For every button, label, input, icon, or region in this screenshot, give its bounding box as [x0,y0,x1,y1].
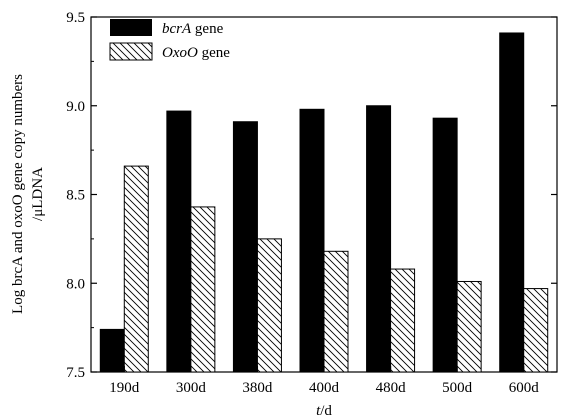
y-tick-label: 8.5 [66,188,85,204]
x-tick-label: 600d [509,380,540,396]
y-tick-label: 9.0 [66,99,85,115]
x-tick-label: 190d [109,380,140,396]
y-axis-label-line1: Log brcA and oxoO gene copy numbers [10,74,26,314]
x-tick-label: 380d [242,380,273,396]
x-axis: 190d 300d 380d 400d 480d 500d 600d [109,366,539,396]
x-tick-label: 300d [176,380,207,396]
y-tick-label: 9.5 [66,10,85,26]
y-axis-label-line2: /μLDNA [30,167,46,221]
bar-oxoo-500d [456,280,482,373]
bar-oxoo-480d [390,268,416,373]
x-axis-label-italic: t [316,403,321,419]
bar-bcra-600d [499,32,525,373]
x-axis-label: t/d [316,403,332,419]
legend-swatch-oxoo [109,42,153,61]
y-axis: 7.5 8.0 8.5 9.0 9.5 [66,10,557,381]
x-tick-label: 480d [376,380,407,396]
bar-bcra-400d [299,108,325,373]
bar-bcra-190d [99,328,125,373]
bar-oxoo-300d [190,206,216,373]
legend-label-oxoo: OxoO gene [162,45,230,61]
x-tick-label: 400d [309,380,340,396]
bar-oxoo-380d [256,238,282,373]
y-tick-label: 7.5 [66,365,85,381]
y-tick-label: 8.0 [66,276,85,292]
x-tick-label: 500d [442,380,473,396]
bar-oxoo-600d [523,288,549,373]
legend: bcrA gene OxoO gene [109,19,230,61]
bar-bcra-480d [366,105,392,373]
bar-oxoo-190d [123,165,149,373]
bar-oxoo-400d [323,250,349,373]
bar-bcra-380d [232,121,258,373]
legend-bcra-rest: gene [191,21,223,37]
x-axis-label-rest: /d [320,403,332,419]
legend-swatch-bcra [110,19,152,36]
bar-bcra-500d [432,117,458,373]
bar-bcra-300d [166,110,192,373]
legend-oxoo-italic: OxoO [162,45,198,61]
legend-oxoo-rest: gene [198,45,230,61]
legend-bcra-italic: bcrA [162,21,192,37]
bars-group [99,32,549,373]
legend-label-bcra: bcrA gene [162,21,224,37]
